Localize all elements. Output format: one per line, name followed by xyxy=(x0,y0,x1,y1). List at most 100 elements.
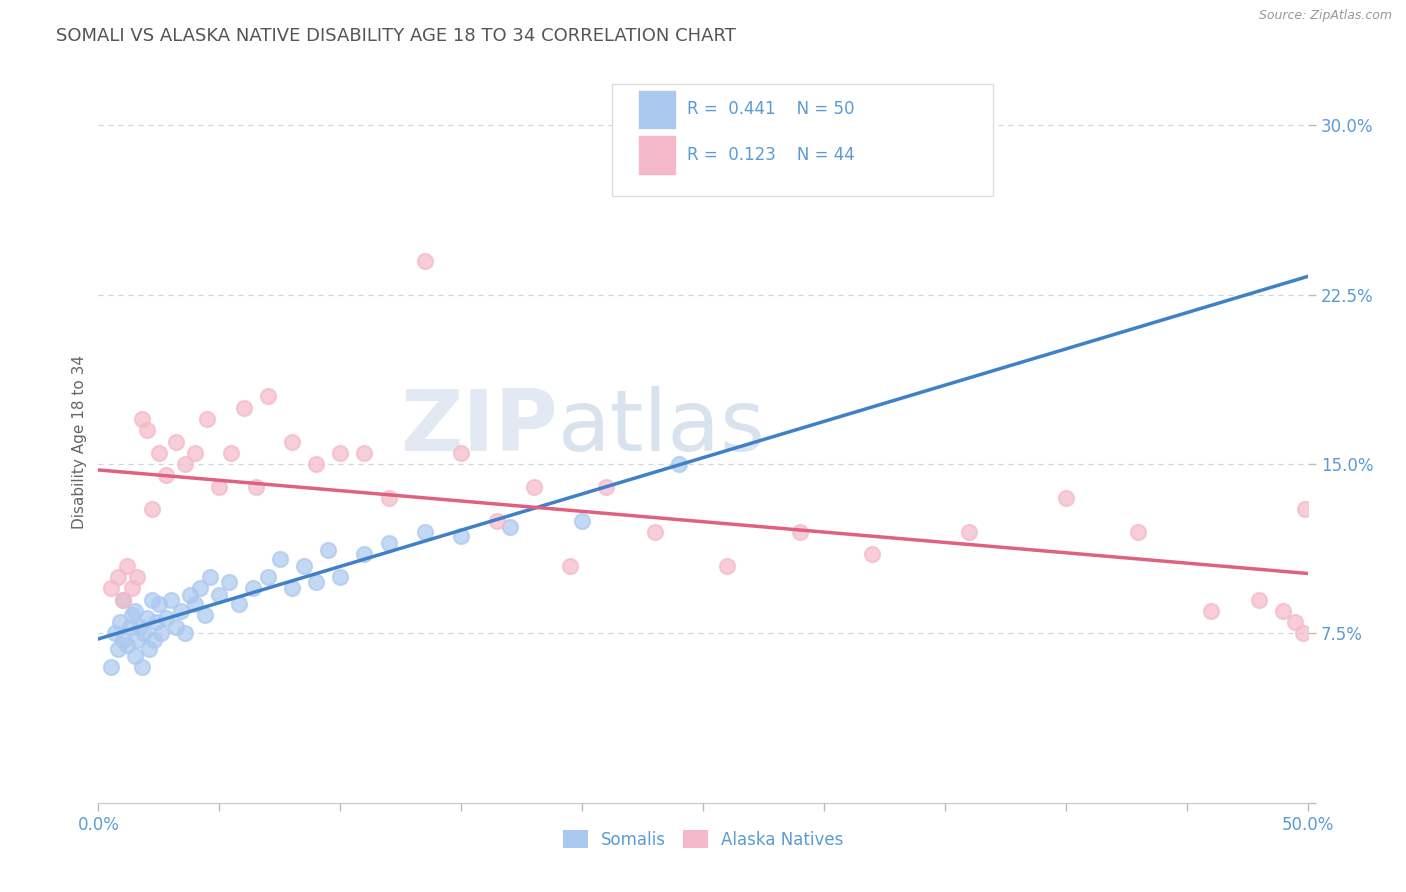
Point xyxy=(131,412,153,426)
Text: R =  0.123    N = 44: R = 0.123 N = 44 xyxy=(688,146,855,164)
Point xyxy=(135,423,157,437)
Point xyxy=(141,502,163,516)
Point xyxy=(716,558,738,573)
Point xyxy=(111,592,134,607)
Point xyxy=(256,389,278,403)
Text: SOMALI VS ALASKA NATIVE DISABILITY AGE 18 TO 34 CORRELATION CHART: SOMALI VS ALASKA NATIVE DISABILITY AGE 1… xyxy=(56,27,737,45)
Point xyxy=(127,570,149,584)
Text: atlas: atlas xyxy=(558,385,766,468)
Text: ZIP: ZIP xyxy=(401,385,558,468)
Point xyxy=(111,592,134,607)
Point xyxy=(329,570,352,584)
Point xyxy=(107,642,129,657)
Point xyxy=(450,446,472,460)
Text: Source: ZipAtlas.com: Source: ZipAtlas.com xyxy=(1258,9,1392,22)
Point xyxy=(789,524,811,539)
Point xyxy=(135,610,157,624)
Point xyxy=(118,620,141,634)
Point xyxy=(127,633,149,648)
Point xyxy=(1284,615,1306,630)
Point xyxy=(353,446,375,460)
Point xyxy=(138,642,160,657)
Point xyxy=(486,514,509,528)
Point xyxy=(111,633,134,648)
Point xyxy=(377,491,399,505)
Point xyxy=(141,592,163,607)
Point xyxy=(124,648,146,663)
Point xyxy=(413,524,436,539)
Point xyxy=(221,446,243,460)
Point xyxy=(179,588,201,602)
Point xyxy=(121,582,143,596)
Point xyxy=(117,638,139,652)
Point xyxy=(124,604,146,618)
Point xyxy=(169,604,191,618)
Point xyxy=(644,524,666,539)
Point xyxy=(498,520,520,534)
Point xyxy=(305,457,328,471)
Point xyxy=(1272,604,1295,618)
Point xyxy=(1249,592,1271,607)
Point xyxy=(104,626,127,640)
Point xyxy=(174,457,197,471)
Point xyxy=(108,615,131,630)
Point xyxy=(571,514,593,528)
Point xyxy=(184,597,207,611)
Point xyxy=(155,468,177,483)
Point xyxy=(292,558,315,573)
Point xyxy=(329,446,352,460)
Point xyxy=(269,552,291,566)
Point xyxy=(218,574,240,589)
Point xyxy=(195,412,218,426)
Text: R =  0.441    N = 50: R = 0.441 N = 50 xyxy=(688,101,855,119)
Y-axis label: Disability Age 18 to 34: Disability Age 18 to 34 xyxy=(72,354,87,529)
Point xyxy=(1128,524,1150,539)
Point xyxy=(143,633,166,648)
Point xyxy=(558,558,581,573)
Point xyxy=(1199,604,1222,618)
Point xyxy=(165,434,187,449)
Point xyxy=(281,582,304,596)
Legend: Somalis, Alaska Natives: Somalis, Alaska Natives xyxy=(562,830,844,848)
Point xyxy=(353,548,375,562)
Point xyxy=(184,446,207,460)
Point xyxy=(256,570,278,584)
Point xyxy=(134,626,156,640)
Point xyxy=(208,588,231,602)
Point xyxy=(245,480,267,494)
Point xyxy=(1294,502,1316,516)
Point xyxy=(117,558,139,573)
Point xyxy=(305,574,328,589)
Point xyxy=(377,536,399,550)
Point xyxy=(957,524,980,539)
Point xyxy=(150,626,173,640)
Point xyxy=(450,529,472,543)
Point xyxy=(121,608,143,623)
Point xyxy=(208,480,231,494)
Point xyxy=(194,608,217,623)
Point xyxy=(100,660,122,674)
Point xyxy=(148,446,170,460)
Point xyxy=(165,620,187,634)
Point xyxy=(1292,626,1315,640)
Point xyxy=(100,582,122,596)
Point xyxy=(281,434,304,449)
Point xyxy=(188,582,211,596)
FancyBboxPatch shape xyxy=(613,84,993,196)
Point xyxy=(523,480,546,494)
Point xyxy=(107,570,129,584)
Point xyxy=(145,615,167,630)
Point xyxy=(242,582,264,596)
Point xyxy=(198,570,221,584)
Point xyxy=(128,620,150,634)
Point xyxy=(668,457,690,471)
Point xyxy=(413,253,436,268)
Point xyxy=(595,480,617,494)
Point xyxy=(860,548,883,562)
Point xyxy=(316,542,339,557)
Bar xyxy=(638,91,675,128)
Point xyxy=(155,610,177,624)
Bar xyxy=(638,136,675,174)
Point xyxy=(131,660,153,674)
Point xyxy=(160,592,183,607)
